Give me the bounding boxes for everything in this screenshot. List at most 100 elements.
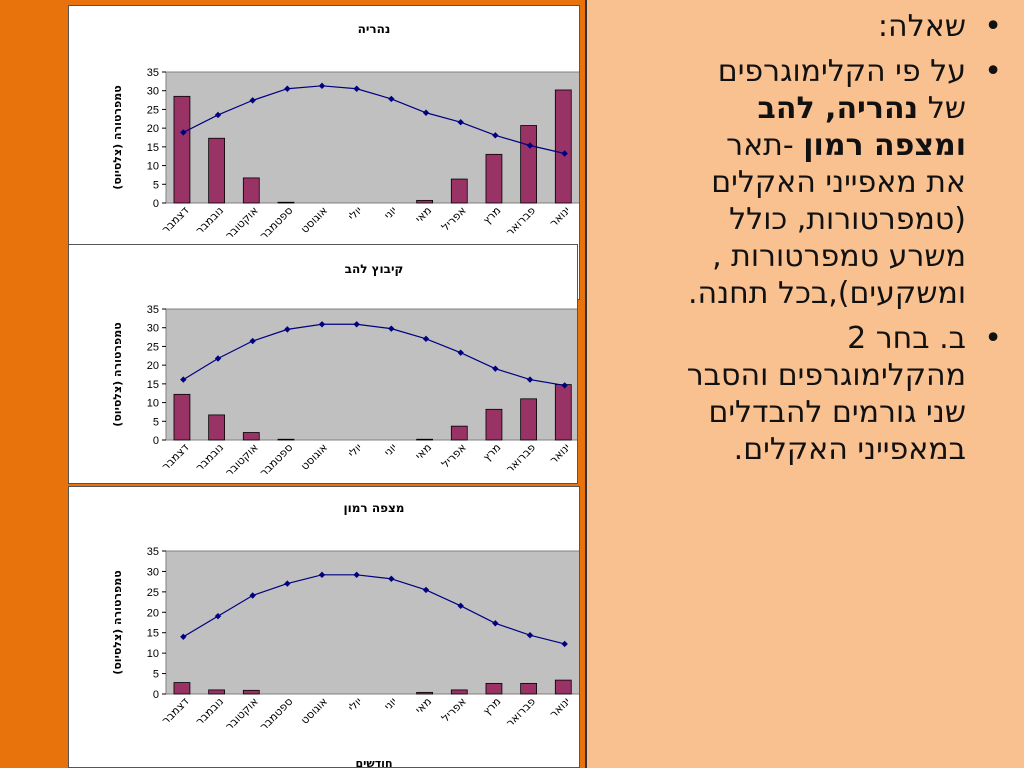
line-point-lahav-1 [214, 355, 222, 362]
x-category-label: ינואר [547, 441, 573, 467]
line-point-lahav-0 [180, 376, 187, 383]
x-category-label: אוקטובר [223, 695, 261, 733]
x-category-label: אוגוסט [298, 204, 330, 236]
line-point-lahav-8 [457, 349, 464, 356]
x-category-label: אפריל [439, 441, 469, 471]
line-series-mitzpe-ramon [183, 574, 565, 645]
x-axis-title: חודשים [355, 757, 392, 768]
left-tick-label: 30 [147, 86, 159, 98]
line-point-nahariya-6 [388, 95, 395, 103]
bar-mitzpe-ramon-7 [416, 691, 433, 695]
left-tick-label: 35 [147, 67, 159, 79]
bar-mitzpe-ramon-1 [208, 689, 225, 695]
left-tick-label: 30 [147, 566, 159, 578]
bar-nahariya-1 [208, 137, 225, 204]
bar-mitzpe-ramon-9 [485, 682, 503, 695]
bar-mitzpe-ramon-11 [554, 679, 572, 695]
question-run: -תאר את מאפייני האקלים (טמפרטורות, כולל … [688, 128, 966, 311]
line-point-lahav-3 [284, 326, 291, 333]
left-tick-label: 10 [147, 648, 159, 660]
bullet-icon: • [984, 54, 1002, 89]
line-point-lahav-9 [492, 365, 499, 372]
x-category-label: ספטמבר [257, 204, 295, 242]
x-category-label: דצמבר [159, 204, 191, 236]
question-text: על פי הקלימוגרפים של נהריה, להב ומצפה רמ… [688, 54, 966, 311]
left-tick-label: 35 [147, 304, 159, 316]
x-category-label: יולי [346, 695, 365, 714]
line-point-lahav-5 [353, 321, 360, 328]
line-point-lahav-4 [318, 321, 326, 328]
chart-title-mitzpe-ramon: מצפה רמון [344, 501, 405, 515]
x-category-label: יולי [346, 441, 365, 460]
bar-lahav-8 [450, 425, 468, 441]
left-tick-label: 25 [147, 587, 159, 599]
question-run: על פי הקלימוגרפים של [717, 54, 966, 126]
line-point-nahariya-0 [180, 129, 187, 136]
x-category-label: ספטמבר [257, 695, 295, 733]
left-tick-label: 10 [147, 161, 159, 173]
question-item-2: • ב. בחר 2 מהקלימוגרפים והסבר שני גורמים … [601, 320, 1002, 468]
x-category-label: נובמבר [193, 441, 226, 474]
climograph-lahav-svg: קיבוץ להב0510152025303502040608010012014… [111, 262, 577, 479]
climograph-mitzpe-ramon-svg: מצפה רמון0510152025303502040608010012014… [111, 501, 579, 768]
line-point-nahariya-8 [457, 119, 464, 126]
x-category-label: מרץ [480, 204, 503, 227]
plot-area [165, 308, 577, 441]
left-tick-label: 5 [153, 416, 159, 428]
x-category-label: מאי [413, 204, 434, 225]
climograph-mitzpe-ramon: מצפה רמון0510152025303502040608010012014… [68, 486, 580, 768]
bullet-icon: • [984, 9, 1002, 44]
left-tick-label: 10 [147, 398, 159, 410]
x-category-label: ינואר [547, 695, 573, 721]
left-tick-label: 0 [153, 689, 159, 701]
x-category-label: ספטמבר [257, 441, 295, 479]
chart-title-lahav: קיבוץ להב [345, 262, 404, 276]
x-category-label: נובמבר [193, 204, 226, 237]
x-category-label: מאי [413, 695, 434, 716]
chart-title-nahariya: נהריה [358, 22, 391, 36]
line-point-lahav-2 [249, 337, 256, 345]
line-point-nahariya-1 [214, 111, 222, 119]
left-tick-label: 5 [153, 669, 159, 681]
x-category-label: דצמבר [159, 441, 191, 473]
line-point-mitzpe-ramon-6 [388, 575, 395, 583]
left-tick-label: 35 [147, 546, 159, 558]
line-point-lahav-7 [422, 335, 430, 343]
left-tick-label: 20 [147, 360, 159, 372]
left-axis-title: טמפרטורה (צלסיוס) [111, 570, 124, 674]
left-tick-label: 15 [147, 628, 159, 640]
x-category-label: מרץ [480, 695, 503, 718]
x-category-label: פברואר [503, 204, 538, 239]
bar-nahariya-3 [277, 201, 295, 204]
x-category-label: יוני [382, 695, 400, 713]
x-category-label: מרץ [480, 441, 503, 464]
left-tick-label: 30 [147, 323, 159, 335]
x-category-label: אפריל [439, 695, 469, 725]
bar-mitzpe-ramon-2 [242, 689, 260, 695]
bar-lahav-11 [554, 384, 572, 441]
left-axis-title: טמפרטורה (צלסיוס) [111, 322, 124, 426]
line-point-nahariya-7 [422, 109, 430, 116]
left-tick-label: 15 [147, 142, 159, 154]
line-point-lahav-6 [388, 325, 395, 332]
left-tick-label: 5 [153, 179, 159, 191]
line-point-mitzpe-ramon-2 [249, 592, 256, 599]
question-item-1: • על פי הקלימוגרפים של נהריה, להב ומצפה ר… [601, 53, 1002, 312]
x-category-label: אוקטובר [223, 441, 261, 479]
left-tick-label: 25 [147, 341, 159, 353]
question-text: ב. בחר 2 מהקלימוגרפים והסבר שני גורמים ל… [687, 321, 966, 467]
line-point-nahariya-3 [284, 85, 291, 92]
question-list: • שאלה: • על פי הקלימוגרפים של נהריה, להב ו… [587, 0, 1024, 468]
line-point-lahav-10 [526, 376, 534, 383]
bar-nahariya-0 [173, 95, 191, 204]
climograph-lahav: קיבוץ להב0510152025303502040608010012014… [68, 244, 578, 484]
line-point-nahariya-9 [492, 132, 499, 139]
x-category-label: אוקטובר [223, 204, 261, 242]
bar-mitzpe-ramon-8 [450, 689, 468, 695]
bar-nahariya-11 [554, 89, 572, 204]
question-run: שאלה: [877, 9, 966, 44]
question-bold-run: נהריה, להב ומצפה רמון [757, 91, 966, 163]
question-item-0: • שאלה: [601, 8, 1002, 45]
x-category-label: יולי [346, 204, 365, 223]
bar-nahariya-8 [450, 178, 468, 204]
